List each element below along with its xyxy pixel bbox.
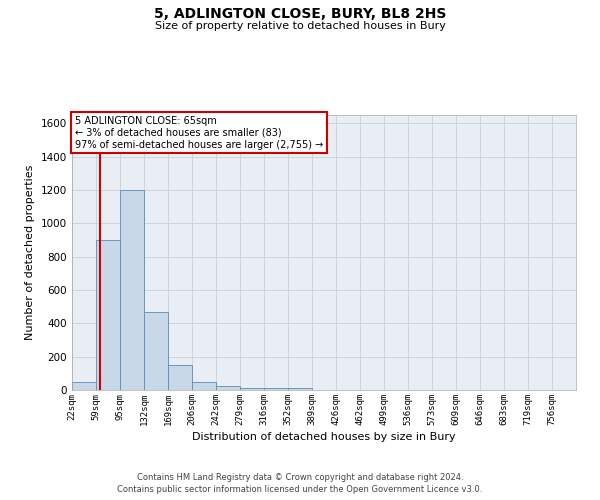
Text: Contains public sector information licensed under the Open Government Licence v3: Contains public sector information licen… [118, 485, 482, 494]
Text: 5, ADLINGTON CLOSE, BURY, BL8 2HS: 5, ADLINGTON CLOSE, BURY, BL8 2HS [154, 8, 446, 22]
Y-axis label: Number of detached properties: Number of detached properties [25, 165, 35, 340]
Text: Contains HM Land Registry data © Crown copyright and database right 2024.: Contains HM Land Registry data © Crown c… [137, 472, 463, 482]
Bar [216, 386, 240, 390]
Bar [240, 388, 264, 390]
Text: Distribution of detached houses by size in Bury: Distribution of detached houses by size … [192, 432, 456, 442]
Bar [192, 382, 216, 390]
Bar [120, 190, 144, 390]
Bar [96, 240, 120, 390]
Bar [264, 388, 288, 390]
Bar [288, 388, 312, 390]
Text: Size of property relative to detached houses in Bury: Size of property relative to detached ho… [155, 21, 445, 31]
Text: 5 ADLINGTON CLOSE: 65sqm
← 3% of detached houses are smaller (83)
97% of semi-de: 5 ADLINGTON CLOSE: 65sqm ← 3% of detache… [74, 116, 323, 150]
Bar [72, 382, 96, 390]
Bar [168, 365, 192, 390]
Bar [144, 312, 168, 390]
